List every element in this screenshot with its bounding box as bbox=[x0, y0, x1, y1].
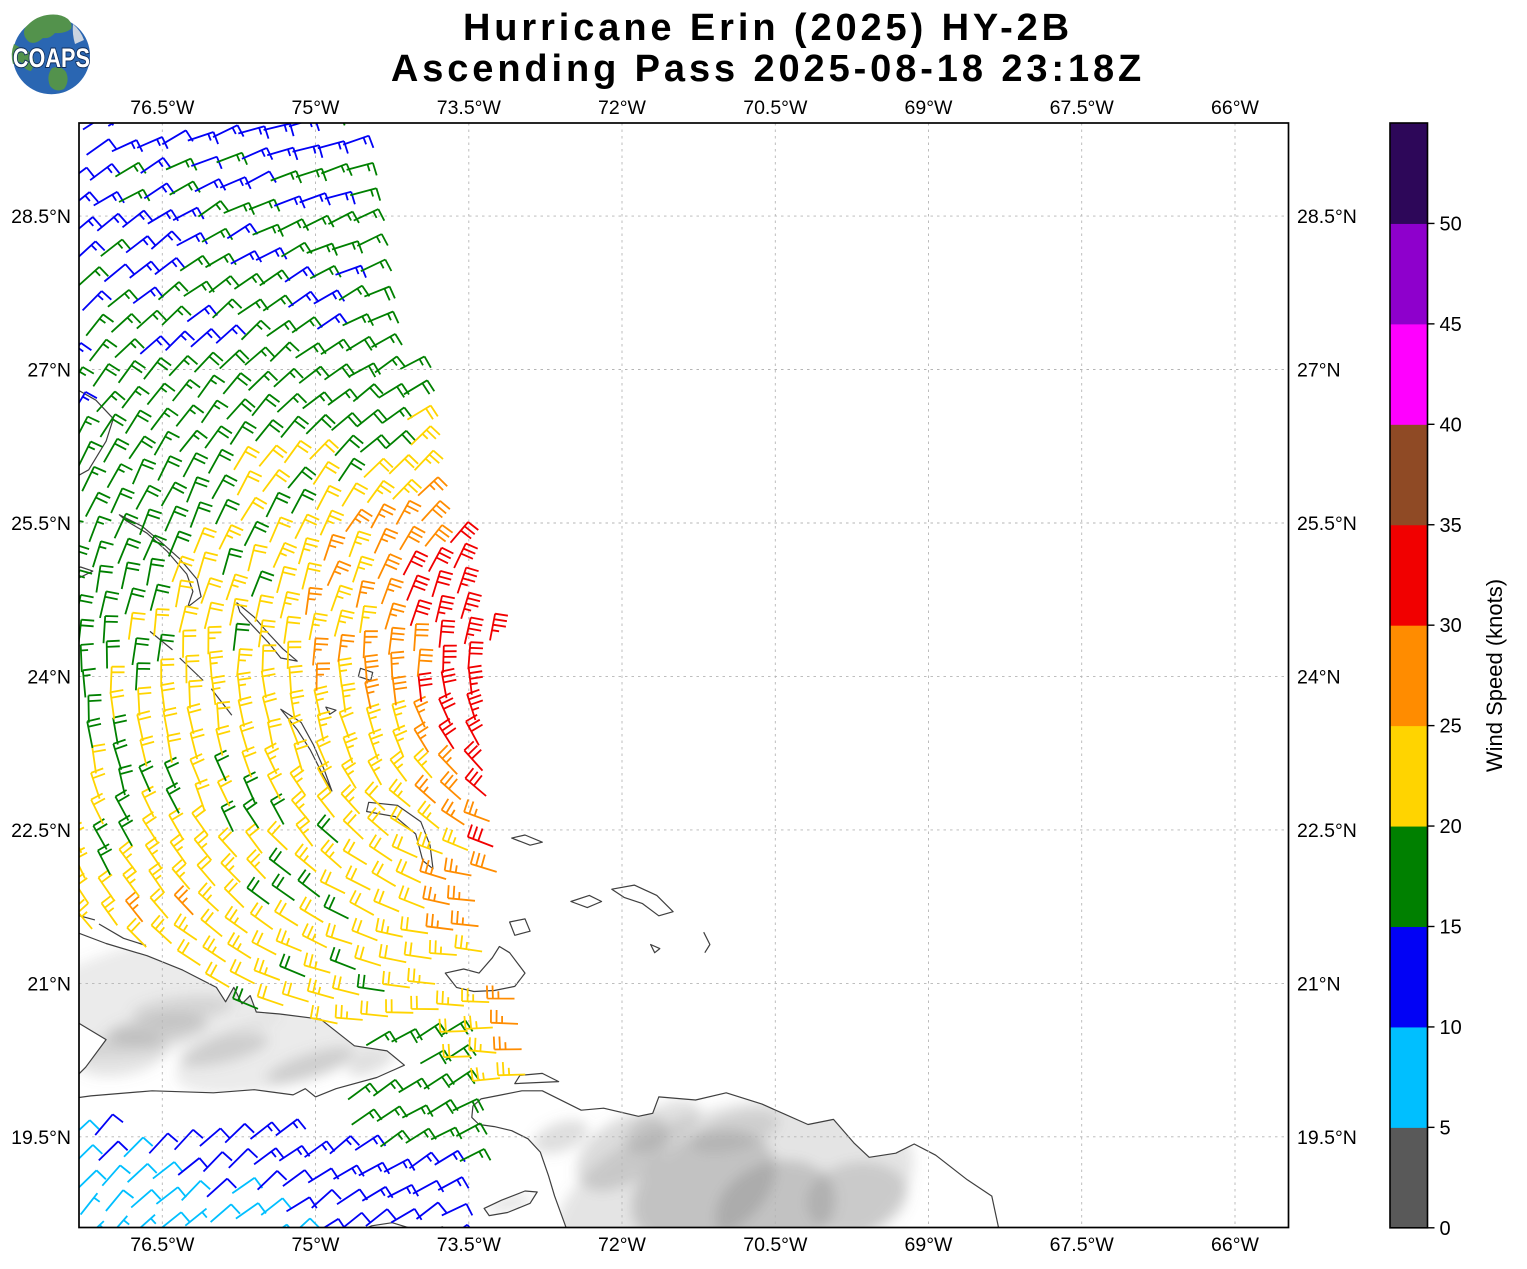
svg-text:30: 30 bbox=[1440, 615, 1462, 637]
svg-text:22.5°N: 22.5°N bbox=[1297, 820, 1357, 842]
svg-text:70.5°W: 70.5°W bbox=[743, 97, 808, 119]
svg-text:67.5°W: 67.5°W bbox=[1050, 97, 1115, 119]
svg-text:73.5°W: 73.5°W bbox=[437, 97, 502, 119]
svg-text:27°N: 27°N bbox=[27, 360, 71, 382]
svg-text:0: 0 bbox=[1440, 1218, 1451, 1240]
svg-text:21°N: 21°N bbox=[27, 973, 71, 995]
svg-text:72°W: 72°W bbox=[598, 97, 646, 119]
svg-text:Wind Speed (knots): Wind Speed (knots) bbox=[1482, 579, 1507, 772]
svg-text:69°W: 69°W bbox=[905, 1234, 953, 1256]
svg-text:21°N: 21°N bbox=[1297, 973, 1341, 995]
svg-text:20: 20 bbox=[1440, 816, 1462, 838]
svg-text:75°W: 75°W bbox=[292, 1234, 340, 1256]
svg-text:75°W: 75°W bbox=[292, 97, 340, 119]
svg-text:35: 35 bbox=[1440, 515, 1462, 537]
svg-text:10: 10 bbox=[1440, 1017, 1462, 1039]
svg-text:73.5°W: 73.5°W bbox=[437, 1234, 502, 1256]
svg-text:24°N: 24°N bbox=[27, 666, 71, 688]
svg-text:45: 45 bbox=[1440, 314, 1462, 336]
svg-text:66°W: 66°W bbox=[1211, 97, 1259, 119]
svg-text:25: 25 bbox=[1440, 716, 1462, 738]
svg-text:25.5°N: 25.5°N bbox=[11, 513, 71, 535]
svg-text:19.5°N: 19.5°N bbox=[1297, 1127, 1357, 1149]
svg-text:22.5°N: 22.5°N bbox=[11, 820, 71, 842]
svg-text:Hurricane Erin (2025) HY-2B: Hurricane Erin (2025) HY-2B bbox=[463, 7, 1073, 49]
svg-text:15: 15 bbox=[1440, 916, 1462, 938]
svg-text:76.5°W: 76.5°W bbox=[130, 1234, 195, 1256]
svg-text:28.5°N: 28.5°N bbox=[1297, 206, 1357, 228]
svg-text:70.5°W: 70.5°W bbox=[743, 1234, 808, 1256]
svg-text:24°N: 24°N bbox=[1297, 666, 1341, 688]
svg-text:76.5°W: 76.5°W bbox=[130, 97, 195, 119]
svg-text:69°W: 69°W bbox=[905, 97, 953, 119]
svg-text:Ascending Pass 2025-08-18 23:1: Ascending Pass 2025-08-18 23:18Z bbox=[391, 48, 1145, 90]
svg-text:19.5°N: 19.5°N bbox=[11, 1127, 71, 1149]
svg-text:COAPS: COAPS bbox=[13, 43, 90, 73]
svg-text:67.5°W: 67.5°W bbox=[1050, 1234, 1115, 1256]
svg-text:40: 40 bbox=[1440, 414, 1462, 436]
svg-text:72°W: 72°W bbox=[598, 1234, 646, 1256]
svg-text:66°W: 66°W bbox=[1211, 1234, 1259, 1256]
svg-text:28.5°N: 28.5°N bbox=[11, 206, 71, 228]
svg-text:5: 5 bbox=[1440, 1117, 1451, 1139]
svg-text:27°N: 27°N bbox=[1297, 360, 1341, 382]
svg-text:25.5°N: 25.5°N bbox=[1297, 513, 1357, 535]
svg-text:50: 50 bbox=[1440, 213, 1462, 235]
